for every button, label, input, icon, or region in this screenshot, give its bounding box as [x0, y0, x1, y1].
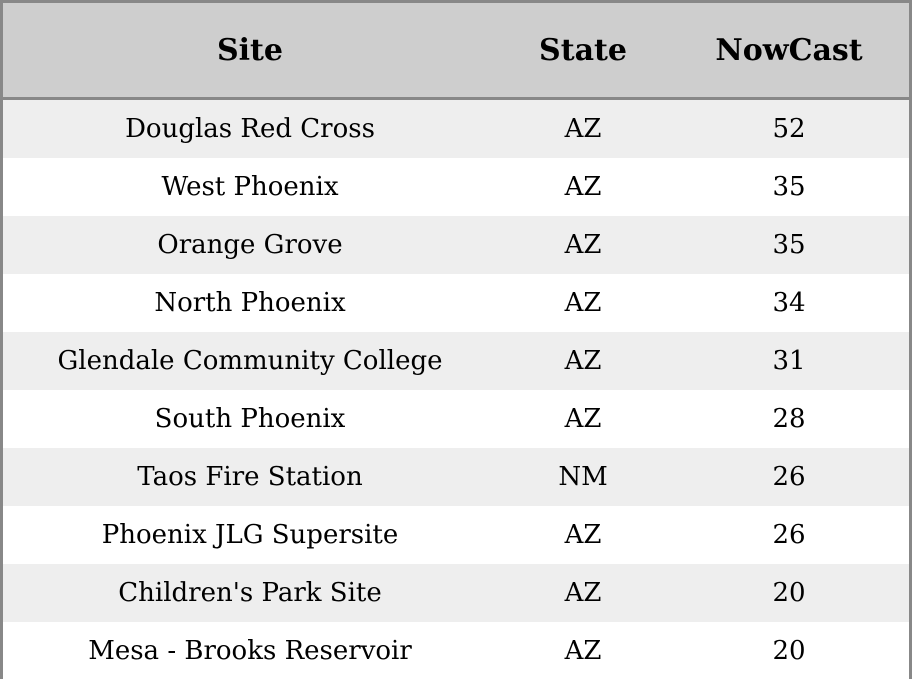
cell-state: AZ	[497, 158, 669, 216]
cell-state: AZ	[497, 332, 669, 390]
cell-site: Glendale Community College	[3, 332, 497, 390]
cell-site: Orange Grove	[3, 216, 497, 274]
cell-site: West Phoenix	[3, 158, 497, 216]
cell-site: Mesa - Brooks Reservoir	[3, 622, 497, 680]
cell-site: Children's Park Site	[3, 564, 497, 622]
cell-state: NM	[497, 448, 669, 506]
cell-nowcast: 52	[669, 99, 909, 159]
cell-nowcast: 31	[669, 332, 909, 390]
cell-state: AZ	[497, 216, 669, 274]
cell-state: AZ	[497, 390, 669, 448]
cell-site: North Phoenix	[3, 274, 497, 332]
cell-state: AZ	[497, 506, 669, 564]
cell-state: AZ	[497, 622, 669, 680]
cell-site: South Phoenix	[3, 390, 497, 448]
header-site: Site	[3, 3, 497, 99]
cell-nowcast: 20	[669, 622, 909, 680]
cell-nowcast: 26	[669, 506, 909, 564]
cell-nowcast: 28	[669, 390, 909, 448]
cell-nowcast: 35	[669, 158, 909, 216]
cell-nowcast: 35	[669, 216, 909, 274]
cell-state: AZ	[497, 99, 669, 159]
cell-nowcast: 26	[669, 448, 909, 506]
cell-state: AZ	[497, 564, 669, 622]
cell-nowcast: 34	[669, 274, 909, 332]
header-row: Site State NowCast	[3, 3, 909, 99]
cell-state: AZ	[497, 274, 669, 332]
header-state: State	[497, 3, 669, 99]
cell-nowcast: 20	[669, 564, 909, 622]
cell-site: Douglas Red Cross	[3, 99, 497, 159]
cell-site: Taos Fire Station	[3, 448, 497, 506]
header-nowcast: NowCast	[669, 3, 909, 99]
cell-site: Phoenix JLG Supersite	[3, 506, 497, 564]
